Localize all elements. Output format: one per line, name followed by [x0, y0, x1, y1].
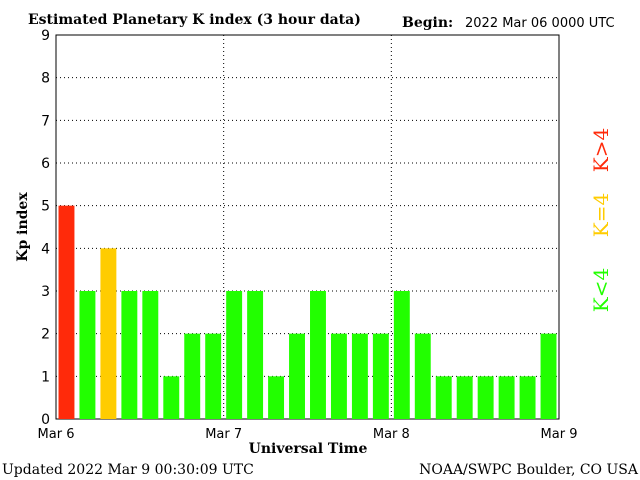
kp-bar — [247, 291, 264, 419]
y-axis-label: Kp index — [15, 192, 31, 262]
kp-bar — [100, 248, 117, 419]
y-tick-label: 8 — [41, 71, 50, 87]
kp-bar — [456, 376, 473, 419]
plot-area — [55, 34, 560, 420]
y-tick-label: 5 — [41, 199, 50, 215]
kp-bar — [310, 291, 326, 419]
x-axis-label: Universal Time — [249, 441, 368, 457]
kp-bar — [498, 376, 515, 419]
x-tick-label: Mar 9 — [541, 427, 578, 442]
updated-timestamp: Updated 2022 Mar 9 00:30:09 UTC — [2, 462, 254, 478]
x-tick-label: Mar 7 — [205, 427, 242, 442]
x-tick-labels: Mar 6 Mar 7 Mar 8 Mar 9 — [38, 427, 578, 442]
kp-bar — [414, 333, 431, 419]
kp-bar — [226, 291, 243, 419]
y-tick-label: 2 — [41, 327, 50, 343]
legend-k-equal-4: K=4 — [589, 193, 613, 237]
bars — [58, 205, 557, 419]
kp-bar — [372, 333, 389, 419]
legend-k-less-4: K<4 — [589, 268, 613, 312]
kp-bar — [540, 333, 557, 419]
y-tick-label: 9 — [41, 28, 50, 44]
y-tick-label: 0 — [41, 412, 50, 428]
kp-bar — [351, 333, 368, 419]
y-tick-label: 1 — [41, 369, 50, 385]
kp-bar — [205, 333, 222, 419]
x-tick-label: Mar 8 — [373, 427, 410, 442]
legend-k-greater-4: K>4 — [589, 128, 613, 172]
y-tick-label: 4 — [41, 241, 50, 257]
kp-bar — [435, 376, 452, 419]
kp-bar — [184, 333, 201, 419]
kp-bar — [163, 376, 180, 419]
kp-bar — [142, 291, 159, 419]
kp-bar — [121, 291, 138, 419]
y-tick-label: 3 — [41, 284, 50, 300]
kp-bar — [58, 205, 75, 419]
kp-bar — [289, 333, 305, 419]
kp-bar — [268, 376, 285, 419]
kp-bar — [79, 291, 96, 419]
kp-bar — [393, 291, 410, 419]
source-credit: NOAA/SWPC Boulder, CO USA — [419, 462, 639, 478]
y-tick-labels: 0 1 2 3 4 5 6 7 8 9 — [41, 28, 50, 428]
grid-lines — [56, 34, 559, 419]
kp-bar — [519, 376, 536, 419]
kp-bar — [330, 333, 347, 419]
chart-title: Estimated Planetary K index (3 hour data… — [28, 12, 361, 28]
begin-value: 2022 Mar 06 0000 UTC — [465, 16, 615, 31]
kp-bar — [477, 376, 494, 419]
y-tick-label: 7 — [41, 113, 50, 129]
x-tick-label: Mar 6 — [38, 427, 75, 442]
y-tick-label: 6 — [41, 156, 50, 172]
begin-label: Begin: — [402, 15, 453, 31]
